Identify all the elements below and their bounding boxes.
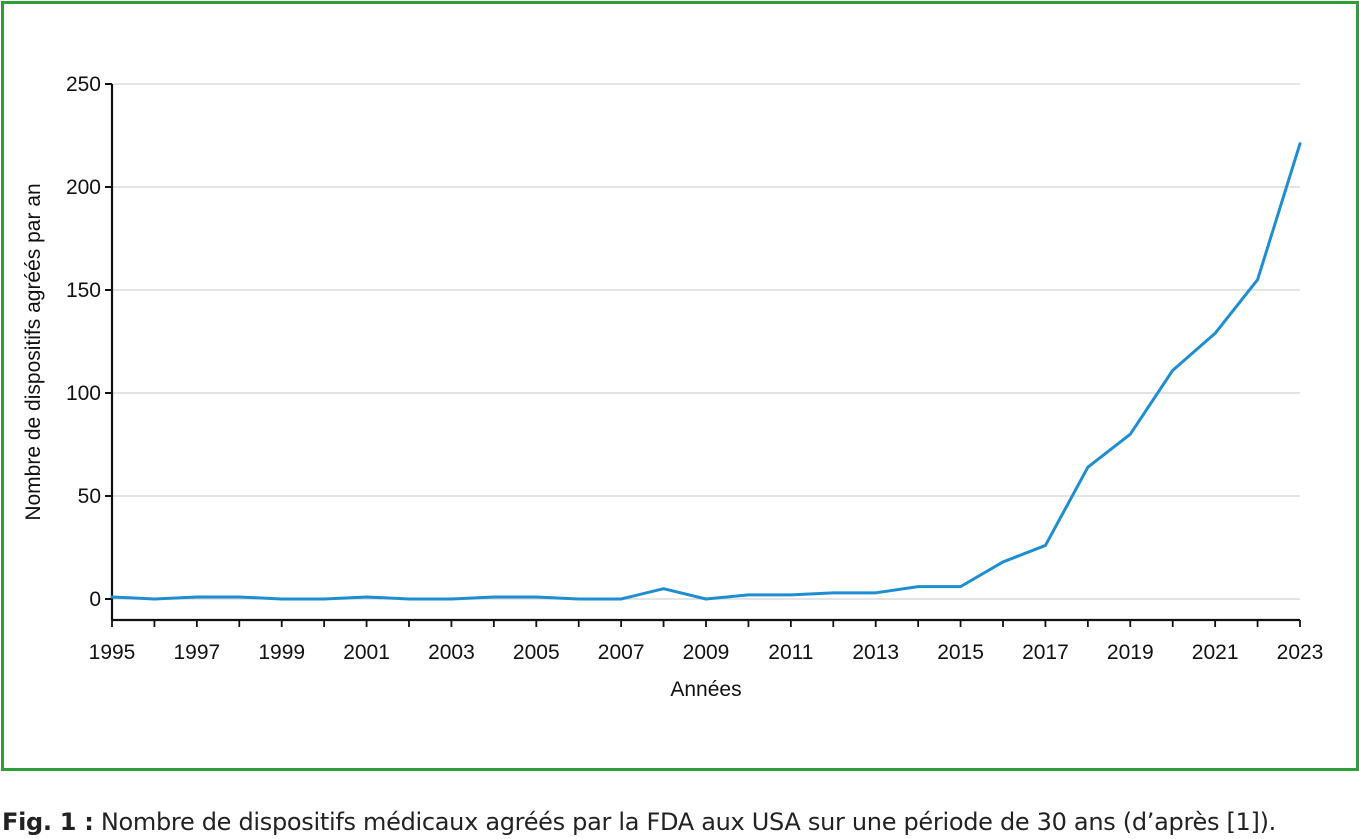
y-tick-label: 200: [66, 176, 101, 199]
gridlines: [112, 83, 1300, 600]
y-axis-ticks: 0 50 100 150 200 250: [66, 73, 112, 611]
x-tick-label: 2005: [513, 641, 560, 664]
x-tick-label: 2023: [1277, 641, 1324, 664]
x-tick-label: 2019: [1107, 641, 1154, 664]
series-group: [110, 142, 1302, 601]
y-tick-label: 50: [78, 485, 101, 508]
x-tick-label: 2007: [598, 641, 645, 664]
line-chart: 0 50 100 150 200 250 1995 1997 1999 2001 2003 2005…: [22, 73, 1324, 701]
x-tick-label: 2009: [683, 641, 730, 664]
y-tick-label: 100: [66, 382, 101, 405]
x-tick-label: 2015: [937, 641, 984, 664]
x-tick-label: 2011: [768, 641, 813, 664]
figure-caption: Fig. 1 : Nombre de dispositifs médicaux …: [2, 808, 1276, 836]
series-line-0: [110, 142, 1302, 601]
x-tick-label: 1999: [258, 641, 305, 664]
axes: [110, 84, 1300, 622]
x-tick-label: 2001: [343, 641, 390, 664]
x-axis-title: Années: [670, 678, 741, 701]
caption-text: Nombre de dispositifs médicaux agréés pa…: [93, 808, 1276, 836]
y-tick-label: 250: [66, 73, 101, 96]
x-axis-ticks: 1995 1997 1999 2001 2003 2005 2007 2009 2011 2013…: [89, 620, 1324, 664]
x-tick-label: 1995: [89, 641, 136, 664]
chart-frame: [1, 1, 1359, 771]
x-tick-label: 2013: [852, 641, 899, 664]
x-tick-label: 2017: [1022, 641, 1069, 664]
y-tick-label: 0: [89, 588, 101, 611]
x-tick-label: 2021: [1192, 641, 1239, 664]
y-axis-title: Nombre de dispositifs agréés par an: [22, 183, 45, 520]
x-tick-label: 1997: [173, 641, 220, 664]
x-tick-label: 2003: [428, 641, 475, 664]
caption-label: Fig. 1 :: [2, 808, 94, 836]
y-tick-label: 150: [66, 279, 101, 302]
